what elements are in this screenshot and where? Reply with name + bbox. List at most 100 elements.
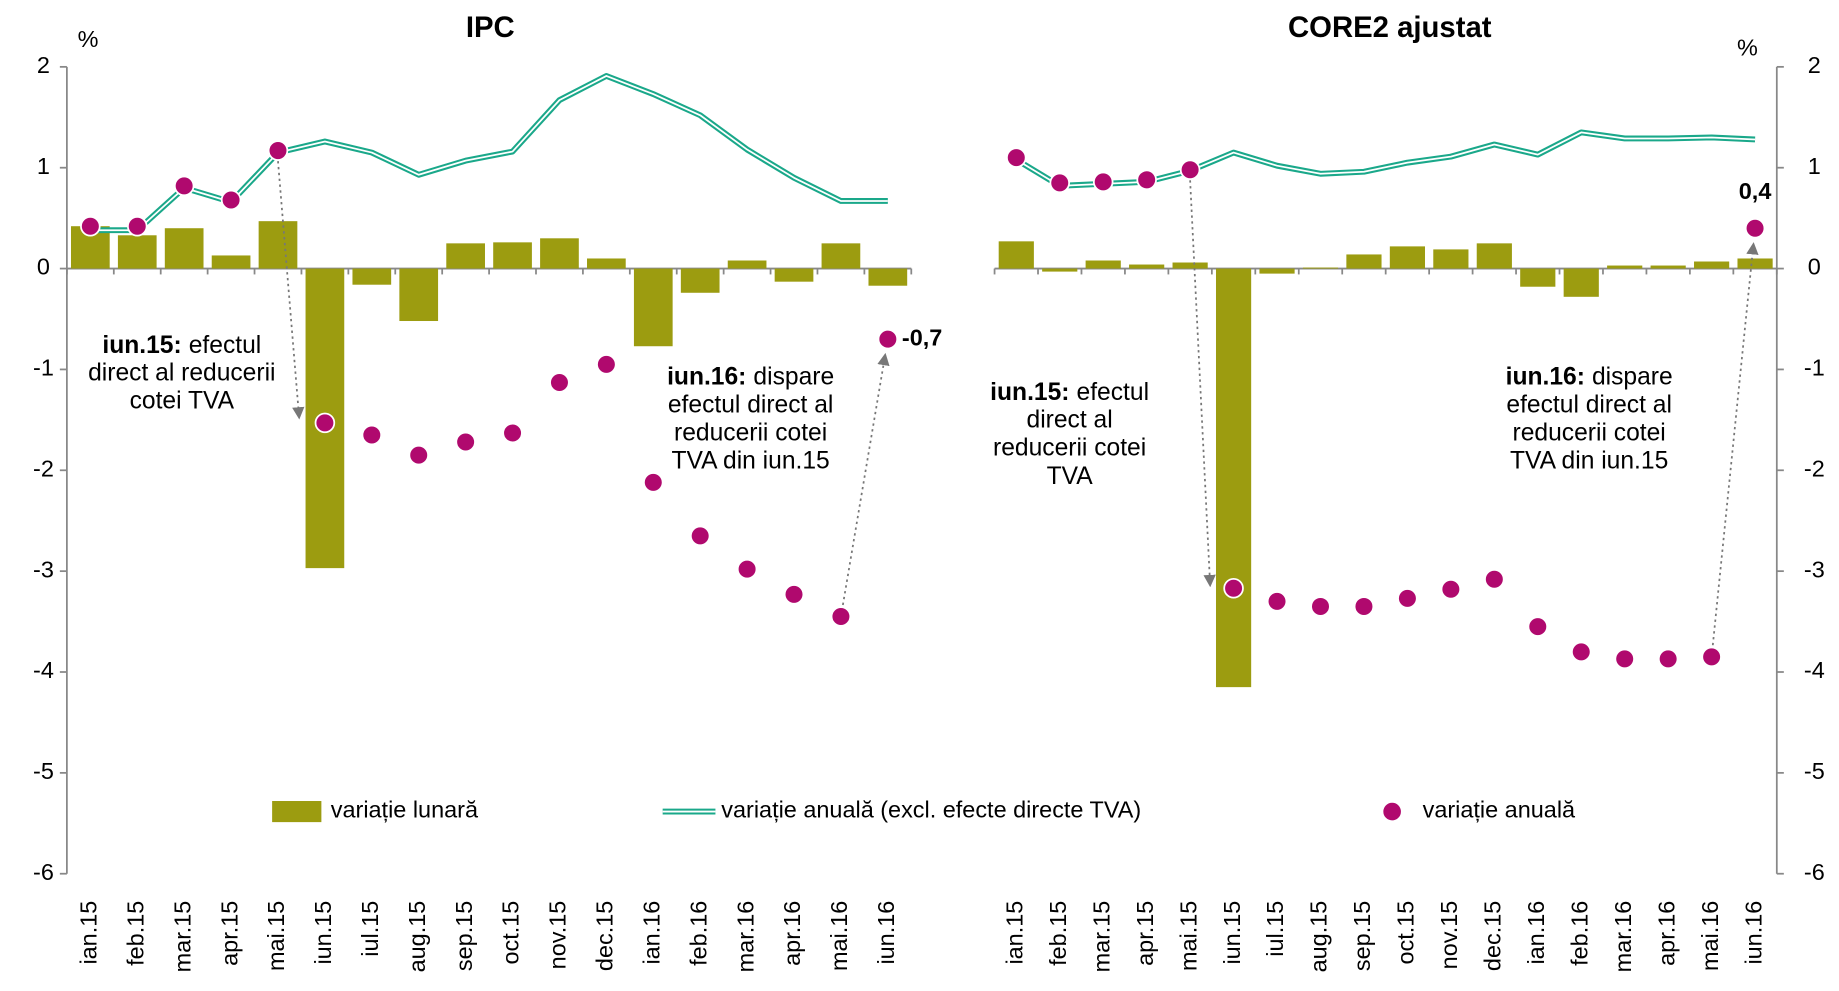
dot [267,140,289,161]
line [1014,129,1756,189]
annotation-text: efectul [189,331,262,358]
dot [1266,591,1288,612]
bar [1563,268,1599,297]
bar [1433,249,1469,269]
legend-label: variație lunară [331,797,479,823]
annotation: reducerii cotei [1513,419,1666,446]
y-tick-label: -6 [33,859,54,885]
bar [868,268,908,286]
line [90,72,888,234]
bar [164,228,204,269]
x-tick-label: iul.15 [357,901,383,957]
bar [587,258,626,269]
annotation-bold: iun.16: [1506,363,1585,390]
annotation: iun.16: dispare [667,363,834,390]
bar [211,255,251,269]
y-tick-label: -3 [1804,556,1825,582]
x-tick-label: feb.15 [122,901,148,966]
y-tick-label: 2 [1808,52,1821,78]
dot [455,431,476,453]
bar [1650,265,1686,269]
annotation-arrow [842,352,890,606]
x-tick-label: nov.15 [1436,901,1462,970]
bar [1172,262,1208,269]
dot [1179,159,1201,180]
chart-title: CORE2 ajustat [1288,11,1492,44]
dot [783,584,805,605]
bar [117,235,157,269]
bar [446,243,485,269]
bar [493,242,532,269]
annotation-text: efectul [1077,378,1150,405]
legend-swatch [1382,801,1403,822]
x-tick-label: mai.16 [1697,901,1723,971]
x-tick-label: mar.16 [1610,901,1636,973]
annotation: iun.15: efectul [102,331,261,358]
y-unit: % [1737,34,1758,60]
dot [1484,568,1505,590]
annotation: TVA din iun.15 [671,448,829,475]
dot [1701,646,1722,668]
bar [1259,268,1295,274]
dot [643,472,664,493]
annotation: reducerii cotei [674,419,827,446]
dot [80,215,101,237]
x-tick-label: nov.15 [545,901,571,970]
y-tick-label: -5 [33,758,54,784]
y-unit: % [78,26,99,52]
x-tick-label: ian.16 [638,901,664,965]
x-tick-label: apr.16 [1653,901,1679,966]
y-tick-label: -6 [1804,859,1825,885]
x-tick-label: mar.16 [732,901,758,973]
annotation: iun.16: dispare [1506,363,1673,390]
annotation: cotei TVA [130,388,235,415]
y-tick-label: -2 [1804,455,1825,481]
dot [502,422,523,444]
x-tick-label: sep.15 [1349,901,1375,971]
annotation: iun.15: efectul [990,378,1149,405]
annotation: reducerii cotei [993,435,1146,462]
dot [596,354,617,375]
x-tick-label: dec.15 [1480,901,1506,971]
bar [1302,267,1339,269]
y-tick-label: -5 [1804,758,1825,784]
y-tick-label: 0 [1808,254,1821,280]
dot [1527,616,1549,637]
y-tick-label: -1 [33,355,54,381]
x-tick-label: mai.15 [263,901,289,971]
bar [821,243,861,269]
y-tick-label: -2 [33,455,54,481]
x-tick-label: ian.15 [76,901,102,965]
x-tick-label: apr.15 [216,901,242,966]
annotation: direct al reducerii [88,360,275,387]
dot [736,558,758,580]
bar [998,241,1034,269]
dot [220,189,242,211]
annotation: TVA [1047,463,1094,490]
x-tick-label: feb.15 [1045,901,1071,966]
dot [877,328,899,350]
bar [1389,246,1426,269]
annotation-arrow [277,161,305,420]
bar [1476,243,1512,269]
dot [1614,648,1635,670]
x-tick-label: oct.15 [498,901,524,965]
dot [689,525,711,547]
x-tick-label: mai.15 [1175,901,1201,971]
bar [680,268,720,293]
bar [258,221,298,269]
bar [774,268,814,282]
annotation-text: dispare [1592,363,1673,390]
dot [408,444,429,466]
x-tick-label: dec.15 [592,901,618,971]
x-tick-label: mai.16 [826,901,852,971]
dot [361,424,383,446]
y-tick-label: 1 [37,153,50,179]
annotation: direct al [1027,407,1113,434]
legend-label: variație anuală (excl. efecte directe TV… [721,797,1141,823]
annotation-arrow [1711,242,1759,646]
x-tick-label: iul.15 [1262,901,1288,957]
annotation-bold: iun.15: [102,331,181,358]
dot [1570,641,1592,663]
